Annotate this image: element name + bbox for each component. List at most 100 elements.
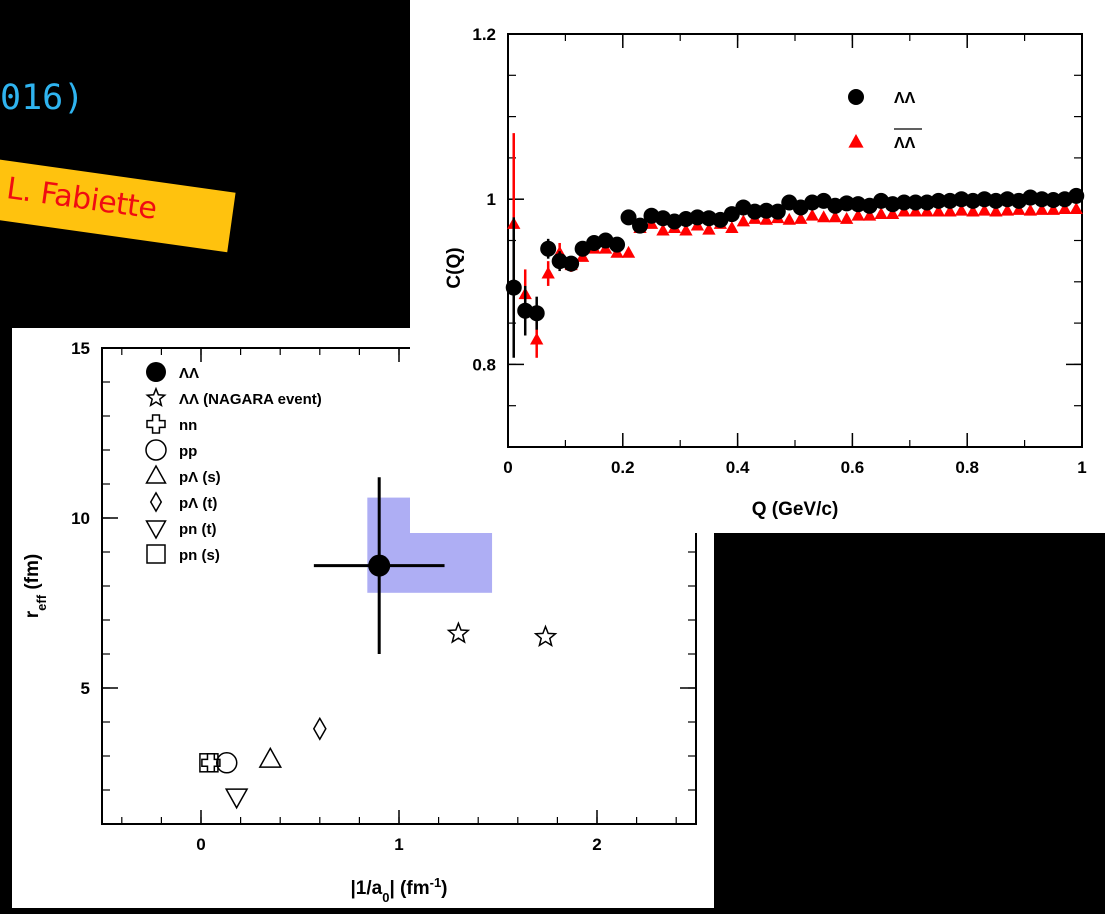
data-point <box>446 621 471 644</box>
legend-label: pΛ (t) <box>179 495 217 512</box>
data-point <box>769 203 786 220</box>
data-point <box>920 204 934 217</box>
x-tick-label: 0 <box>503 458 512 477</box>
y-tick-label: 1.2 <box>472 25 496 44</box>
data-point <box>897 204 911 217</box>
data-point <box>530 332 544 345</box>
y-tick-label: 0.8 <box>472 355 496 374</box>
data-point <box>1033 191 1050 208</box>
data-point <box>1045 192 1062 209</box>
y-tick-label: 15 <box>71 339 90 358</box>
data-point <box>736 214 750 227</box>
x-tick-label: 2 <box>592 835 601 854</box>
data-point <box>931 204 946 217</box>
data-point <box>620 209 637 226</box>
data-point <box>794 212 808 224</box>
data-point <box>199 753 219 773</box>
data-point <box>609 236 626 253</box>
data-point <box>146 544 166 564</box>
data-point <box>146 362 166 382</box>
x-tick-label: 0.2 <box>611 458 635 477</box>
x-tick-label: 1 <box>394 835 403 854</box>
data-point <box>977 203 992 216</box>
data-point <box>989 204 1003 217</box>
data-point <box>848 134 864 148</box>
data-point <box>541 266 555 279</box>
data-point <box>505 279 522 296</box>
data-point <box>540 240 557 257</box>
data-point <box>954 203 969 216</box>
data-point <box>782 212 796 225</box>
data-point <box>258 746 283 768</box>
data-point <box>621 245 636 258</box>
data-point <box>1000 203 1015 216</box>
y-tick-label: 5 <box>81 679 90 698</box>
y-axis-title: C(Q) <box>444 247 465 288</box>
credit-text: by L. Fabiette <box>0 165 159 227</box>
credit-banner: by L. Fabiette <box>0 158 236 253</box>
data-point <box>145 520 167 540</box>
data-point <box>817 210 831 223</box>
x-tick-label: 0.6 <box>841 458 865 477</box>
data-point <box>1069 202 1083 215</box>
x-tick-label: 0 <box>196 835 205 854</box>
legend-label: pn (s) <box>179 547 220 564</box>
data-point <box>1058 202 1072 215</box>
data-point <box>930 192 947 209</box>
data-point <box>679 223 693 236</box>
legend-label: ΛΛ <box>179 365 199 382</box>
data-point <box>874 207 888 219</box>
data-point <box>746 203 763 220</box>
data-point <box>851 208 865 221</box>
data-point <box>862 208 877 221</box>
legend-label: pΛ (s) <box>179 469 221 486</box>
legend-label: nn <box>179 417 197 434</box>
data-point <box>145 439 167 461</box>
data-point <box>759 212 773 225</box>
data-point <box>828 210 842 223</box>
data-point <box>848 89 864 105</box>
data-point <box>145 464 167 484</box>
data-point <box>1046 202 1060 215</box>
x-tick-label: 1 <box>1077 458 1086 477</box>
data-point <box>689 209 706 226</box>
x-tick-label: 0.8 <box>955 458 979 477</box>
data-point <box>840 212 854 224</box>
data-point <box>725 221 739 234</box>
data-point <box>146 414 166 434</box>
data-point <box>758 202 775 219</box>
data-point <box>805 208 819 221</box>
y-tick-label: 10 <box>71 509 90 528</box>
data-point <box>943 204 957 217</box>
data-point <box>145 386 167 408</box>
data-point <box>896 194 913 211</box>
legend-label: pp <box>179 443 197 460</box>
y-axis-title: reff (fm) <box>22 554 49 618</box>
chart-right-svg: 0 0.2 0.4 0.6 0.8 1 0.8 1 1.2 ΛΛ ΛΛ Q (GeV/c) C(Q) <box>444 25 1087 520</box>
data-point <box>312 716 327 741</box>
data-point <box>1023 203 1037 216</box>
data-point <box>528 305 545 322</box>
legend-label: ΛΛ <box>894 135 916 152</box>
data-point <box>149 491 163 513</box>
data-point <box>1068 187 1085 204</box>
x-axis-title: Q (GeV/c) <box>752 499 839 520</box>
data-point <box>908 204 923 217</box>
data-point <box>656 223 670 236</box>
data-point <box>1012 202 1026 215</box>
x-tick-label: 0.4 <box>726 458 750 477</box>
legend-label: ΛΛ (NAGARA event) <box>179 391 322 408</box>
data-point <box>966 204 980 217</box>
data-point <box>885 207 900 219</box>
data-point <box>368 554 391 577</box>
legend-label: ΛΛ <box>894 90 916 107</box>
data-point <box>215 752 238 774</box>
data-point <box>533 624 558 648</box>
y-tick-label: 1 <box>487 190 496 209</box>
data-point <box>224 788 249 810</box>
data-point <box>1035 202 1049 215</box>
x-axis-title: |1/a0| (fm-1) <box>350 875 447 905</box>
legend-label: pn (t) <box>179 521 216 538</box>
correlation-function-chart: 0 0.2 0.4 0.6 0.8 1 0.8 1 1.2 ΛΛ ΛΛ Q (GeV/c) C(Q) <box>410 0 1105 533</box>
data-point <box>702 222 716 235</box>
